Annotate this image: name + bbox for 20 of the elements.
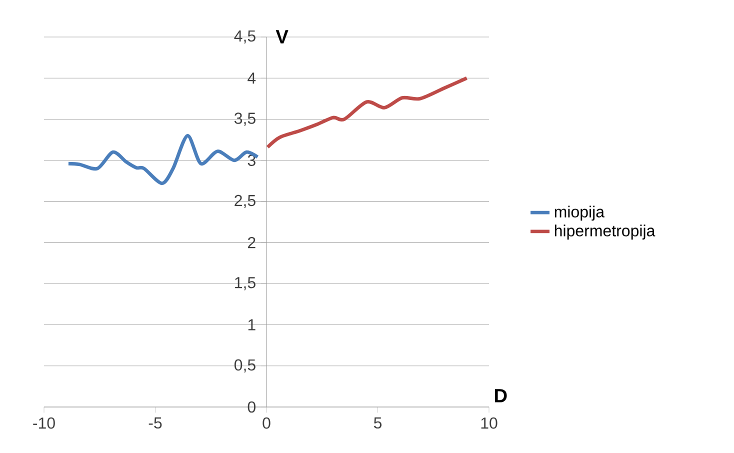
y-tick-label: 4 bbox=[248, 72, 256, 84]
line-series bbox=[66, 134, 260, 186]
y-tick-label: 1 bbox=[248, 319, 256, 330]
y-tick-label: 1,5 bbox=[235, 277, 256, 290]
y-axis-title: V bbox=[276, 30, 288, 44]
y-tick-label: 2 bbox=[248, 236, 256, 248]
x-tick-label: 0 bbox=[262, 417, 270, 429]
y-tick-label: 3,5 bbox=[234, 112, 256, 126]
y-tick-label: 2,5 bbox=[234, 194, 256, 208]
x-tick-label: 10 bbox=[481, 417, 498, 429]
x-tick-label: -10 bbox=[33, 417, 55, 429]
y-tick-label: 0 bbox=[248, 401, 256, 413]
x-tick-label: 5 bbox=[374, 417, 382, 429]
y-tick-label: 0,5 bbox=[234, 359, 256, 372]
line-series bbox=[266, 76, 468, 149]
x-axis-title: D bbox=[494, 389, 507, 402]
x-tick-label: -5 bbox=[148, 417, 162, 429]
legend-label: hipermetropija bbox=[554, 224, 656, 240]
y-tick-label: 4,5 bbox=[234, 30, 256, 44]
legend-label: miopija bbox=[554, 206, 605, 221]
